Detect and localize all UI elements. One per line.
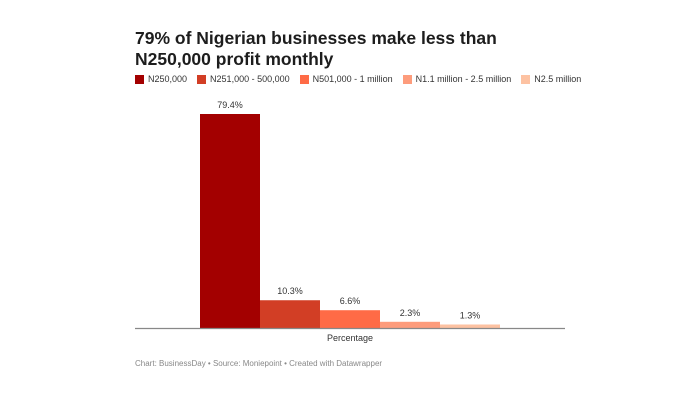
legend-label: N501,000 - 1 million: [312, 74, 393, 84]
legend-label: N1.1 million - 2.5 million: [415, 74, 512, 84]
legend-swatch: [135, 74, 144, 84]
legend-swatch: [299, 74, 309, 84]
chart-title: 79% of Nigerian businesses make less tha…: [135, 28, 497, 69]
legend-item: N501,000 - 1 million: [299, 74, 393, 84]
legend-item: N251,000 - 500,000: [197, 74, 290, 84]
bar: [320, 310, 380, 328]
bar: [380, 321, 440, 328]
legend: N250,000 N251,000 - 500,000 N501,000 - 1 m…: [135, 74, 581, 84]
data-label: 2.3%: [400, 308, 421, 318]
data-label: 6.6%: [340, 296, 361, 306]
legend-label: N251,000 - 500,000: [210, 74, 290, 84]
bar: [440, 324, 500, 328]
legend-item: N1.1 million - 2.5 million: [402, 74, 512, 84]
legend-item: N250,000: [135, 74, 187, 84]
legend-label: N2.5 million: [534, 74, 582, 84]
legend-item: N2.5 million: [521, 74, 581, 84]
legend-label: N250,000: [148, 74, 188, 84]
legend-swatch: [402, 74, 412, 84]
chart-footer: Chart: BusinessDay • Source: Moniepoint …: [135, 359, 383, 368]
legend-swatch: [521, 74, 531, 84]
data-label: 10.3%: [277, 286, 303, 296]
bar: [200, 114, 260, 328]
bar: [260, 300, 320, 328]
data-label: 1.3%: [460, 310, 481, 320]
x-axis-label: Percentage: [326, 333, 374, 343]
data-label: 79.4%: [217, 100, 243, 110]
legend-swatch: [197, 74, 207, 84]
